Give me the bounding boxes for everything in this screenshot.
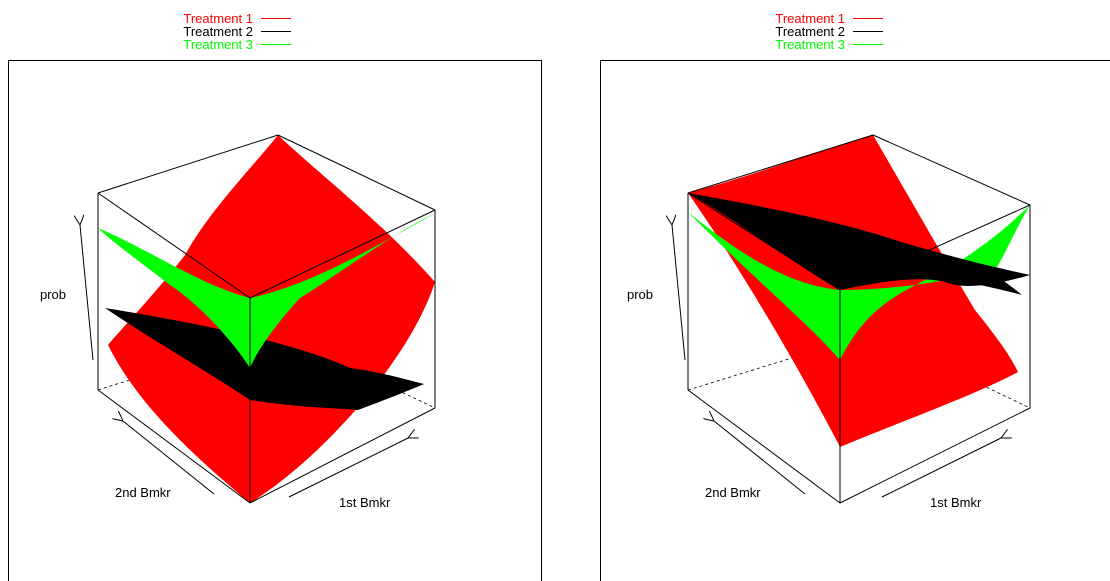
box-front-edges <box>97 134 436 504</box>
surface-treatment-3 <box>688 205 1030 360</box>
chart-panel-right: Treatment 1 Treatment 2 Treatment 3 <box>555 0 1110 581</box>
legend-item: Treatment 1 <box>735 12 895 25</box>
box-front-edges <box>687 134 1031 504</box>
y-axis-label: 2nd Bmkr <box>115 485 171 500</box>
y-axis-label: 2nd Bmkr <box>705 485 761 500</box>
legend-item: Treatment 3 <box>143 38 303 51</box>
legend-item: Treatment 2 <box>143 25 303 38</box>
surface-treatment-2 <box>688 193 1030 290</box>
legend-item: Treatment 3 <box>735 38 895 51</box>
z-axis-label: prob <box>627 287 653 302</box>
z-axis-arrow <box>80 225 94 361</box>
x-axis-label: 1st Bmkr <box>930 495 982 510</box>
surface-treatment-2-wing <box>925 264 1022 295</box>
y-axis-arrow <box>123 421 215 495</box>
x-axis-arrow <box>288 438 408 498</box>
legend-swatch <box>261 18 291 19</box>
legend-item: Treatment 1 <box>143 12 303 25</box>
plot-frame <box>600 60 1110 581</box>
chart-panel-left: Treatment 1 Treatment 2 Treatment 3 <box>8 12 542 581</box>
legend-swatch <box>853 18 883 19</box>
y-axis-arrow <box>714 421 806 495</box>
surface-plot: prob 2nd Bmkr 1st Bmkr <box>8 60 542 581</box>
legend-item: Treatment 2 <box>735 25 895 38</box>
legend-label: Treatment 3 <box>775 37 845 52</box>
legend-label: Treatment 2 <box>775 24 845 39</box>
legend: Treatment 1 Treatment 2 Treatment 3 <box>735 12 895 51</box>
legend-swatch <box>853 31 883 32</box>
legend-label: Treatment 1 <box>183 11 253 26</box>
legend-label: Treatment 1 <box>775 11 845 26</box>
z-axis-label: prob <box>40 287 66 302</box>
legend-swatch <box>853 44 883 45</box>
surface-plot: prob 2nd Bmkr 1st Bmkr <box>600 60 1110 581</box>
legend-label: Treatment 3 <box>183 37 253 52</box>
surface-treatment-2 <box>105 308 424 410</box>
x-axis-label: 1st Bmkr <box>339 495 391 510</box>
surface-treatment-3 <box>98 212 437 368</box>
legend-swatch <box>261 31 291 32</box>
z-axis-arrow <box>672 225 686 361</box>
legend-label: Treatment 2 <box>183 24 253 39</box>
plot-frame <box>8 60 542 581</box>
legend: Treatment 1 Treatment 2 Treatment 3 <box>143 12 303 51</box>
legend-swatch <box>261 44 291 45</box>
x-axis-arrow <box>881 438 1001 498</box>
